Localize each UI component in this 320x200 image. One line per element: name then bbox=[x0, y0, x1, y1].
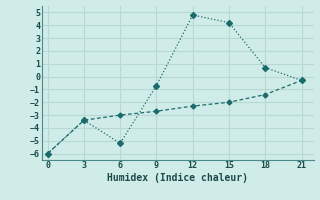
X-axis label: Humidex (Indice chaleur): Humidex (Indice chaleur) bbox=[107, 173, 248, 183]
